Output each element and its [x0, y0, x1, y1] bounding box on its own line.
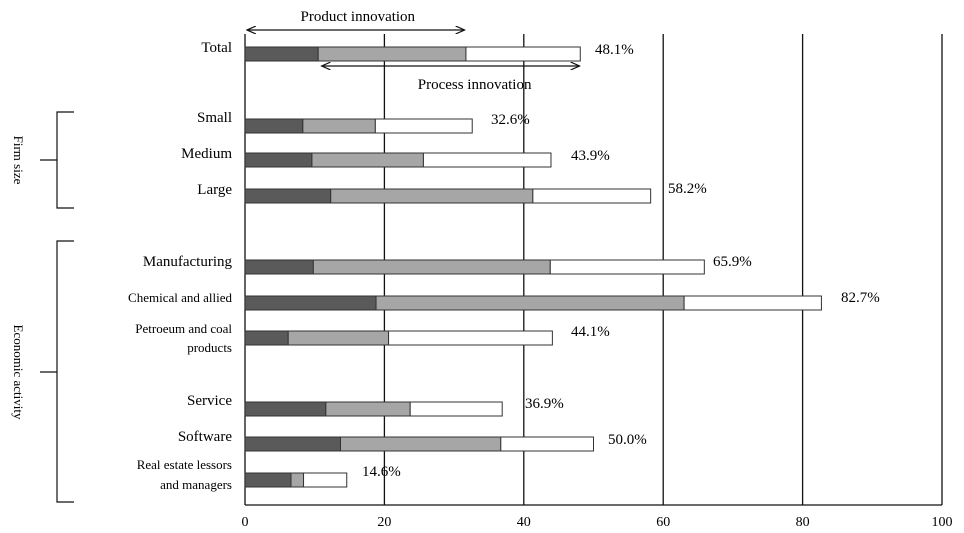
x-tick-label: 60 — [656, 515, 670, 530]
product-innovation-label: Product innovation — [300, 9, 415, 25]
bar-segment-3 — [303, 472, 348, 488]
group-bracket — [40, 111, 74, 209]
category-label: Large — [197, 182, 232, 198]
category-label: products — [187, 340, 232, 355]
total-label: 32.6% — [491, 112, 530, 128]
category-label: Chemical and allied — [128, 290, 232, 305]
bar-segment-3 — [409, 401, 503, 417]
category-label: Real estate lessors — [137, 457, 232, 472]
bars: 48.1% 32.6% 43.9% 58.2% 65.9% 82.7% 44.1% 36.9%… — [244, 42, 880, 488]
total-label: 50.0% — [608, 432, 647, 448]
bar-segment-2 — [302, 118, 376, 134]
category-labels: Total Small Medium Large Manufacturing Chemic… — [128, 40, 232, 492]
category-label: Total — [201, 40, 232, 56]
x-tick-label: 100 — [932, 515, 953, 530]
total-label: 14.6% — [362, 464, 401, 480]
category-label: Small — [197, 110, 232, 126]
total-label: 58.2% — [668, 181, 707, 197]
bar-segment-3 — [532, 188, 652, 204]
category-label: and managers — [160, 477, 232, 492]
group-brackets: Firm size Economic activity — [11, 111, 74, 503]
x-tick-label: 80 — [796, 515, 810, 530]
group-label: Firm size — [11, 136, 26, 185]
category-label: Service — [187, 393, 232, 409]
process-innovation-label: Process innovation — [418, 77, 532, 93]
bar-segment-2 — [325, 401, 411, 417]
total-label: 36.9% — [525, 396, 564, 412]
total-label: 48.1% — [595, 42, 634, 58]
bar-segment-2 — [312, 259, 551, 275]
bar-segment-3 — [500, 436, 595, 452]
bar-segment-2 — [311, 152, 424, 168]
bar-segment-3 — [388, 330, 553, 346]
bar-segment-3 — [683, 295, 822, 311]
bar-segment-3 — [465, 46, 581, 62]
bar-segment-1 — [244, 118, 304, 134]
bar-segment-2 — [287, 330, 390, 346]
bar-segment-1 — [244, 152, 313, 168]
bar-segment-1 — [244, 46, 319, 62]
bar-segment-3 — [374, 118, 473, 134]
total-label: 43.9% — [571, 148, 610, 164]
bar-segment-2 — [317, 46, 467, 62]
x-tick-label: 20 — [377, 515, 391, 530]
bar-segment-1 — [244, 188, 332, 204]
category-label: Manufacturing — [143, 254, 233, 270]
group-bracket — [40, 240, 74, 503]
bar-segment-1 — [244, 259, 314, 275]
bar-segment-1 — [244, 472, 292, 488]
total-label: 44.1% — [571, 324, 610, 340]
bar-segment-1 — [244, 330, 289, 346]
bar-segment-2 — [290, 472, 305, 488]
bar-segment-1 — [244, 401, 327, 417]
category-label: Petroeum and coal — [135, 321, 232, 336]
bar-segment-3 — [422, 152, 552, 168]
bar-segment-3 — [549, 259, 705, 275]
total-label: 65.9% — [713, 254, 752, 270]
bar-segment-1 — [244, 436, 341, 452]
group-label: Economic activity — [11, 325, 26, 420]
category-label: Medium — [181, 146, 232, 162]
bar-segment-2 — [330, 188, 534, 204]
bar-segment-2 — [375, 295, 685, 311]
bar-segment-2 — [339, 436, 502, 452]
innovation-annotations: Product innovation Process innovation — [247, 9, 580, 93]
category-label: Software — [178, 429, 232, 445]
x-tick-label: 0 — [242, 515, 249, 530]
total-label: 82.7% — [841, 290, 880, 306]
x-tick-labels: 0 20 40 60 80 100 — [242, 515, 953, 530]
x-tick-label: 40 — [517, 515, 531, 530]
bar-segment-1 — [244, 295, 377, 311]
